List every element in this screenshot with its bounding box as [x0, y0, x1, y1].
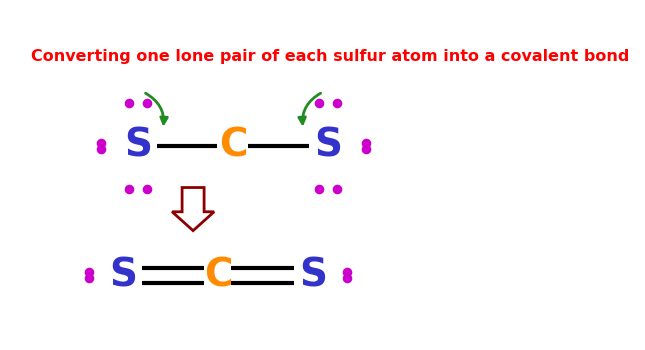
Point	[142, 100, 152, 105]
Point	[332, 100, 342, 105]
Point	[109, 315, 119, 321]
Point	[299, 315, 309, 321]
Text: S: S	[314, 127, 342, 165]
Point	[124, 100, 134, 105]
Point	[342, 275, 352, 281]
Point	[95, 140, 106, 146]
Text: C: C	[219, 127, 247, 165]
Text: S: S	[124, 127, 152, 165]
Text: Converting one lone pair of each sulfur atom into a covalent bond: Converting one lone pair of each sulfur …	[32, 49, 630, 64]
Point	[361, 146, 371, 152]
Point	[361, 140, 371, 146]
Text: S: S	[299, 256, 327, 294]
Point	[84, 270, 94, 275]
Text: S: S	[109, 256, 137, 294]
Point	[142, 186, 152, 192]
Point	[314, 100, 324, 105]
Point	[127, 315, 137, 321]
Point	[124, 186, 134, 192]
Point	[317, 315, 327, 321]
Point	[84, 275, 94, 281]
Point	[95, 146, 106, 152]
Point	[332, 186, 342, 192]
Point	[342, 270, 352, 275]
Polygon shape	[172, 188, 214, 231]
Text: C: C	[204, 256, 232, 294]
Point	[314, 186, 324, 192]
